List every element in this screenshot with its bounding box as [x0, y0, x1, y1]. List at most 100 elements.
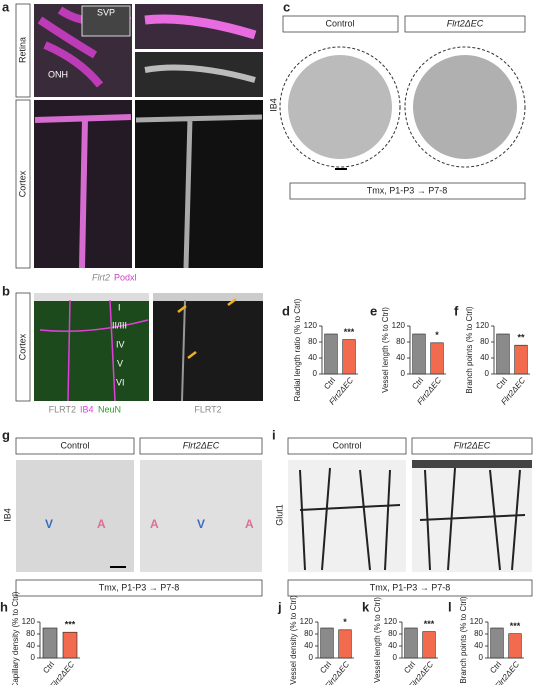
micrograph [16, 460, 134, 572]
legend-label: FLRT2 [49, 404, 76, 414]
micrograph [135, 100, 263, 268]
layer-label: IV [116, 339, 125, 349]
header: Flrt2ΔEC [183, 440, 220, 450]
y-tick-label: 80 [304, 629, 313, 638]
header-box [139, 437, 263, 455]
legend-label: Flrt2 [92, 272, 110, 282]
y-axis-label: Branch points (% to Ctrl) [465, 306, 474, 393]
panel-label: j [277, 599, 282, 614]
x-tick-label: Ctrl [488, 660, 503, 675]
panel-label: g [2, 427, 10, 442]
y-axis-label: Branch points (% to Ctrl) [459, 596, 468, 683]
x-tick-label: Ctrl [318, 660, 333, 675]
footer: Tmx, P1-P3 → P7-8 [367, 185, 448, 195]
footer: Tmx, P1-P3 → P7-8 [99, 582, 180, 592]
vessel-signal [181, 299, 186, 402]
y-axis-label: Radial length ratio (% to Ctrl) [293, 298, 302, 401]
footer-box [287, 579, 533, 597]
arrow [177, 298, 237, 359]
header-box [287, 437, 407, 455]
vessel-signal [299, 467, 401, 571]
significance: *** [344, 327, 355, 337]
bar [496, 333, 510, 375]
vessel-signal [135, 114, 263, 269]
retina-outline [404, 46, 526, 168]
y-tick-label: 40 [396, 353, 405, 362]
bar [404, 627, 418, 659]
x-tick-label: Ctrl [494, 376, 509, 391]
header-box [15, 437, 135, 455]
bar [42, 627, 58, 659]
retina-outline [279, 46, 401, 168]
y-tick-label: 120 [384, 617, 398, 626]
y-tick-label: 0 [313, 369, 318, 378]
surface [34, 293, 149, 301]
y-tick-label: 40 [480, 353, 489, 362]
row-box [15, 292, 31, 402]
y-tick-label: 120 [470, 617, 484, 626]
y-tick-label: 80 [308, 337, 317, 346]
stain-label: Glut1 [274, 504, 284, 526]
bar [320, 627, 334, 659]
y-axis-label: Vessel length (% to Ctrl) [381, 307, 390, 393]
bar [338, 629, 352, 659]
y-tick-label: 40 [308, 353, 317, 362]
layer-label: I [118, 302, 121, 312]
y-tick-label: 0 [309, 653, 314, 662]
vessel-type: V [197, 517, 205, 531]
x-tick-label: Ctrl [402, 660, 417, 675]
vessel-signal [39, 299, 149, 402]
row-box [15, 99, 31, 269]
vessel-type: A [245, 517, 254, 531]
vessel-type: V [45, 517, 53, 531]
y-tick-label: 80 [474, 629, 483, 638]
y-tick-label: 0 [393, 653, 398, 662]
layer-labels: I II/III IV V VI [112, 302, 127, 387]
layer-label: V [117, 358, 123, 368]
x-tick-label: Ctrl [41, 660, 56, 675]
vessel-signal [144, 14, 257, 40]
surface [153, 293, 263, 301]
inset [81, 5, 131, 37]
micrograph [34, 293, 149, 401]
significance: *** [65, 620, 76, 630]
layer-label: VI [116, 377, 125, 387]
bar [490, 627, 504, 659]
header: Control [60, 440, 89, 450]
panel-label: d [282, 303, 290, 318]
footer-box [289, 182, 526, 200]
row-label: Cortex [17, 170, 27, 197]
header: Control [325, 18, 354, 28]
panel-label: a [2, 0, 10, 14]
y-tick-label: 0 [479, 653, 484, 662]
y-tick-label: 40 [26, 641, 35, 650]
x-tick-label: Ctrl [322, 376, 337, 391]
significance: *** [424, 619, 435, 629]
y-tick-label: 80 [480, 337, 489, 346]
panel-label: i [272, 427, 276, 442]
panel-label: l [448, 599, 452, 614]
header-box [411, 437, 533, 455]
micrograph [153, 293, 263, 401]
y-tick-label: 120 [300, 617, 314, 626]
panel-label: e [370, 303, 377, 318]
bar [62, 631, 78, 659]
inset-label: SVP [97, 7, 115, 17]
retina-image [288, 55, 392, 159]
y-tick-label: 40 [388, 641, 397, 650]
legend-label: Podxl [114, 272, 137, 282]
y-tick-label: 0 [31, 653, 36, 662]
header-box [282, 15, 399, 33]
y-tick-label: 120 [392, 321, 406, 330]
significance: *** [510, 621, 521, 631]
vessel-type: A [97, 517, 106, 531]
legend-label: IB4 [80, 404, 94, 414]
row-label: Retina [17, 37, 27, 63]
vessel-signal [34, 114, 132, 269]
y-tick-label: 40 [304, 641, 313, 650]
scale-bar [110, 566, 126, 568]
panel-label: k [362, 599, 370, 614]
y-axis-label: Capillary density (% to Ctrl) [11, 591, 20, 685]
y-axis-label: Vessel length (% to Ctrl) [373, 597, 382, 683]
